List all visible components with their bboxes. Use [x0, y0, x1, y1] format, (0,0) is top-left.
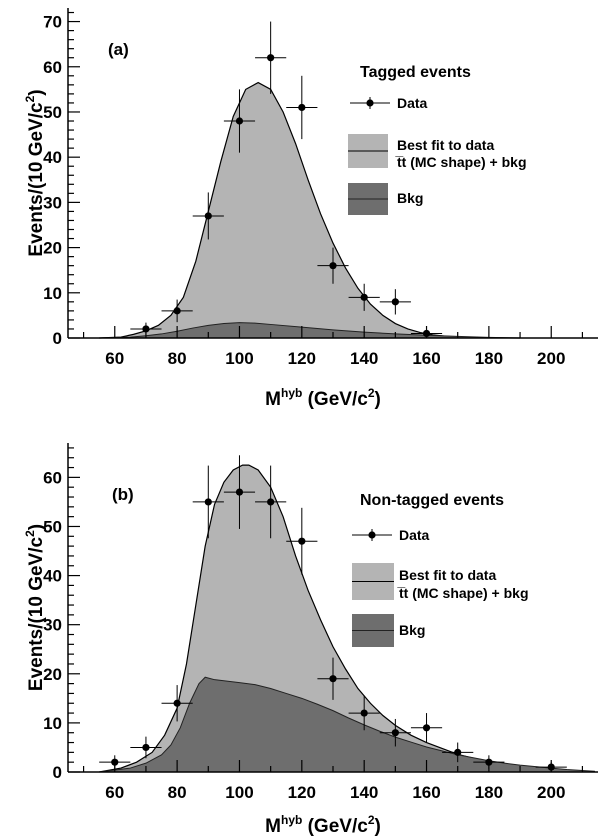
panel-tag: (b) — [112, 485, 134, 504]
legend-data-label: Data — [399, 527, 430, 543]
data-point-marker — [236, 489, 243, 496]
x-axis-title: Mhyb (GeV/c2) — [265, 386, 381, 410]
data-point-marker — [111, 759, 118, 766]
data-point-marker — [267, 54, 274, 61]
y-tick-label: 0 — [53, 763, 62, 782]
legend-bkg-label: Bkg — [397, 190, 423, 206]
legend-fit-label-line2: t̅t (MC shape) + bkg — [396, 585, 528, 601]
legend-fit-label-line2: t̅t (MC shape) + bkg — [394, 154, 526, 170]
panel-tag: (a) — [108, 40, 129, 59]
legend-title: Non-tagged events — [360, 492, 504, 509]
data-point-marker — [329, 675, 336, 682]
fit-area — [99, 83, 520, 338]
data-point-marker — [329, 262, 336, 269]
legend-title: Tagged events — [360, 64, 471, 81]
data-point-marker — [361, 294, 368, 301]
x-tick-label: 60 — [105, 783, 124, 802]
x-tick-label: 200 — [537, 783, 565, 802]
y-tick-label: 10 — [43, 714, 62, 733]
data-point-marker — [392, 298, 399, 305]
data-point-marker — [423, 330, 430, 337]
data-point-marker — [361, 709, 368, 716]
data-point-marker — [174, 307, 181, 314]
chart-panel-a: 60 80 100 120 140 160 180 200 0 10 20 30 40 50 60 70 (a)… — [23, 8, 598, 410]
y-axis-title: Events/(10 GeV/c2) — [23, 524, 47, 691]
data-point — [286, 76, 317, 139]
x-tick-label: 120 — [288, 783, 316, 802]
data-point-marker — [142, 744, 149, 751]
legend-fit-label-line1: Best fit to data — [399, 567, 496, 583]
legend-fit-label-line1: Best fit to data — [397, 137, 494, 153]
data-point-marker — [454, 749, 461, 756]
x-tick-label: 160 — [412, 783, 440, 802]
x-tick-label: 180 — [475, 783, 503, 802]
y-tick-label: 60 — [43, 468, 62, 487]
x-tick-label: 80 — [168, 349, 187, 368]
data-point-marker — [485, 759, 492, 766]
data-point-marker — [298, 104, 305, 111]
x-tick-label: 140 — [350, 349, 378, 368]
x-tick-label: 100 — [225, 783, 253, 802]
x-tick-label: 140 — [350, 783, 378, 802]
data-point-marker — [548, 763, 555, 770]
data-point-marker — [298, 538, 305, 545]
data-point — [380, 289, 411, 314]
x-tick-label: 120 — [288, 349, 316, 368]
x-tick-label: 60 — [105, 349, 124, 368]
legend-bkg-label: Bkg — [399, 622, 425, 638]
data-point-marker — [236, 117, 243, 124]
legend-data-label: Data — [397, 95, 428, 111]
data-point-marker — [392, 729, 399, 736]
chart-panel-b: 60 80 100 120 140 160 180 200 0 10 20 30 40 50 60 (b) No… — [23, 443, 598, 837]
data-point-marker — [267, 498, 274, 505]
legend-data-marker — [366, 99, 373, 106]
x-tick-label: 200 — [537, 349, 565, 368]
y-tick-label: 60 — [43, 58, 62, 77]
x-axis-title: Mhyb (GeV/c2) — [265, 813, 381, 837]
y-axis-title: Events/(10 GeV/c2) — [23, 89, 47, 256]
legend-data-marker — [368, 531, 375, 538]
x-tick-label: 100 — [225, 349, 253, 368]
y-tick-label: 70 — [43, 13, 62, 32]
x-tick-label: 80 — [168, 783, 187, 802]
data-point-marker — [205, 498, 212, 505]
data-point-marker — [423, 724, 430, 731]
data-point-marker — [205, 212, 212, 219]
data-point-marker — [174, 700, 181, 707]
y-tick-label: 10 — [43, 284, 62, 303]
x-tick-label: 180 — [475, 349, 503, 368]
y-tick-label: 0 — [53, 329, 62, 348]
x-tick-label: 160 — [412, 349, 440, 368]
data-point-marker — [142, 325, 149, 332]
